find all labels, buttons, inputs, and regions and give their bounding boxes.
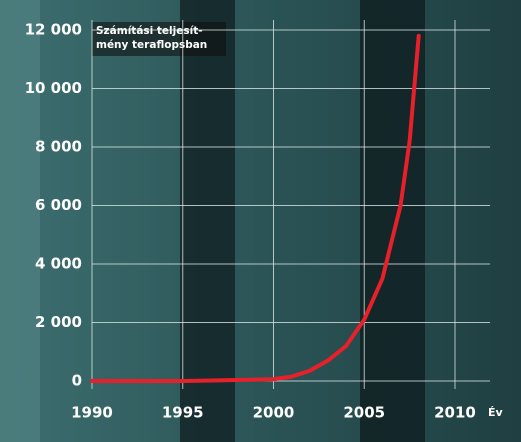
chart-title: mény teraflopsban <box>96 39 207 51</box>
y-tick-label: 4 000 <box>35 255 82 273</box>
background-band <box>180 0 235 442</box>
chart-title: Számítási teljesít- <box>96 25 203 37</box>
x-tick-label: 2000 <box>253 404 295 422</box>
background-band <box>0 0 40 442</box>
x-axis-label: Év <box>488 406 504 419</box>
x-tick-label: 1995 <box>162 404 204 422</box>
y-tick-label: 6 000 <box>35 196 82 214</box>
x-tick-label: 2010 <box>434 404 476 422</box>
x-tick-label: 1990 <box>71 404 113 422</box>
data-line <box>90 33 421 383</box>
y-tick-label: 12 000 <box>25 21 82 39</box>
y-tick-label: 8 000 <box>35 138 82 156</box>
y-tick-label: 0 <box>72 372 82 390</box>
title-box <box>92 22 226 56</box>
x-tick-label: 2005 <box>343 404 385 422</box>
y-tick-label: 10 000 <box>25 79 82 97</box>
y-tick-label: 2 000 <box>35 313 82 331</box>
